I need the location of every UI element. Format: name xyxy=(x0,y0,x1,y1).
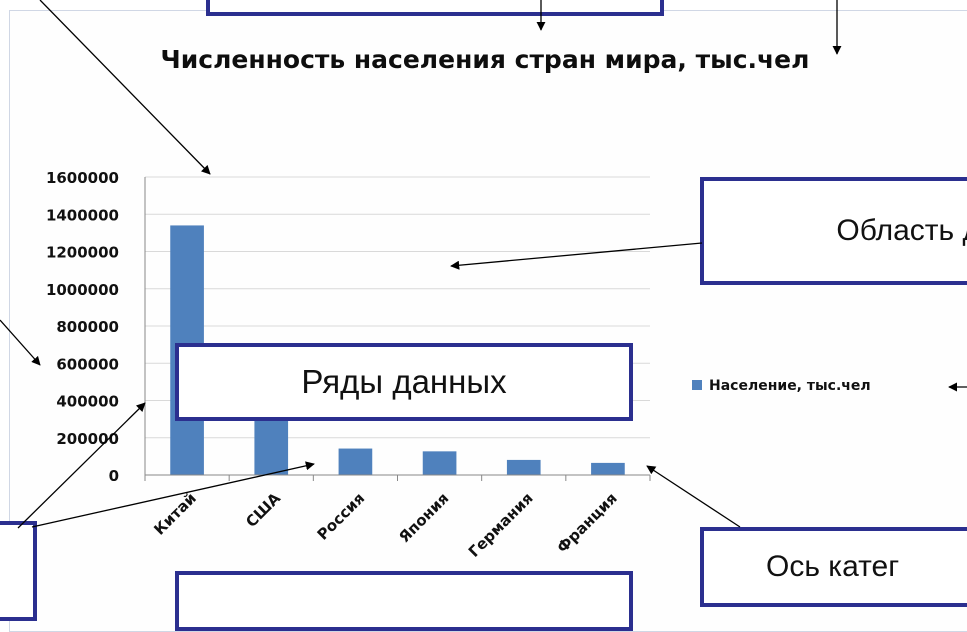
y-tick-label: 600000 xyxy=(56,355,119,373)
callout-data-series: Ряды данных xyxy=(175,343,633,421)
y-tick-label: 800000 xyxy=(56,318,119,336)
y-tick-label: 1400000 xyxy=(46,206,119,224)
bar-5 xyxy=(506,459,541,475)
legend-swatch xyxy=(692,380,702,390)
callout-data-series-text: Ряды данных xyxy=(301,363,507,400)
callout-top xyxy=(206,0,664,16)
callout-bottom-left xyxy=(0,521,37,621)
chart-title: Численность населения стран мира, тыс.че… xyxy=(160,45,810,74)
arrow-category-axis xyxy=(646,465,741,528)
arrow-plot-area xyxy=(450,242,703,270)
arrow-gridline xyxy=(17,402,146,529)
legend-label: Население, тыс.чел xyxy=(709,378,871,394)
y-tick-label: 400000 xyxy=(56,393,119,411)
bar-3 xyxy=(338,448,373,475)
callout-plot-area: Область д xyxy=(700,177,967,285)
y-tick-label: 1200000 xyxy=(46,244,119,262)
legend: Население, тыс.чел xyxy=(692,378,871,394)
arrow-chart-area xyxy=(39,0,211,175)
arrows xyxy=(0,0,967,529)
callout-category-axis-text: Ось катег xyxy=(766,550,900,583)
y-tick-label: 1000000 xyxy=(46,281,119,299)
bar-2 xyxy=(254,417,289,475)
bar-4 xyxy=(422,451,457,475)
callout-category-axis: Ось катег xyxy=(700,527,967,607)
y-tick-label: 0 xyxy=(109,467,119,485)
arrow-value-axis xyxy=(0,319,41,366)
callout-plot-area-text: Область д xyxy=(836,214,967,247)
bar-6 xyxy=(591,462,625,475)
arrow-series xyxy=(31,461,315,528)
y-tick-label: 1600000 xyxy=(46,169,119,187)
